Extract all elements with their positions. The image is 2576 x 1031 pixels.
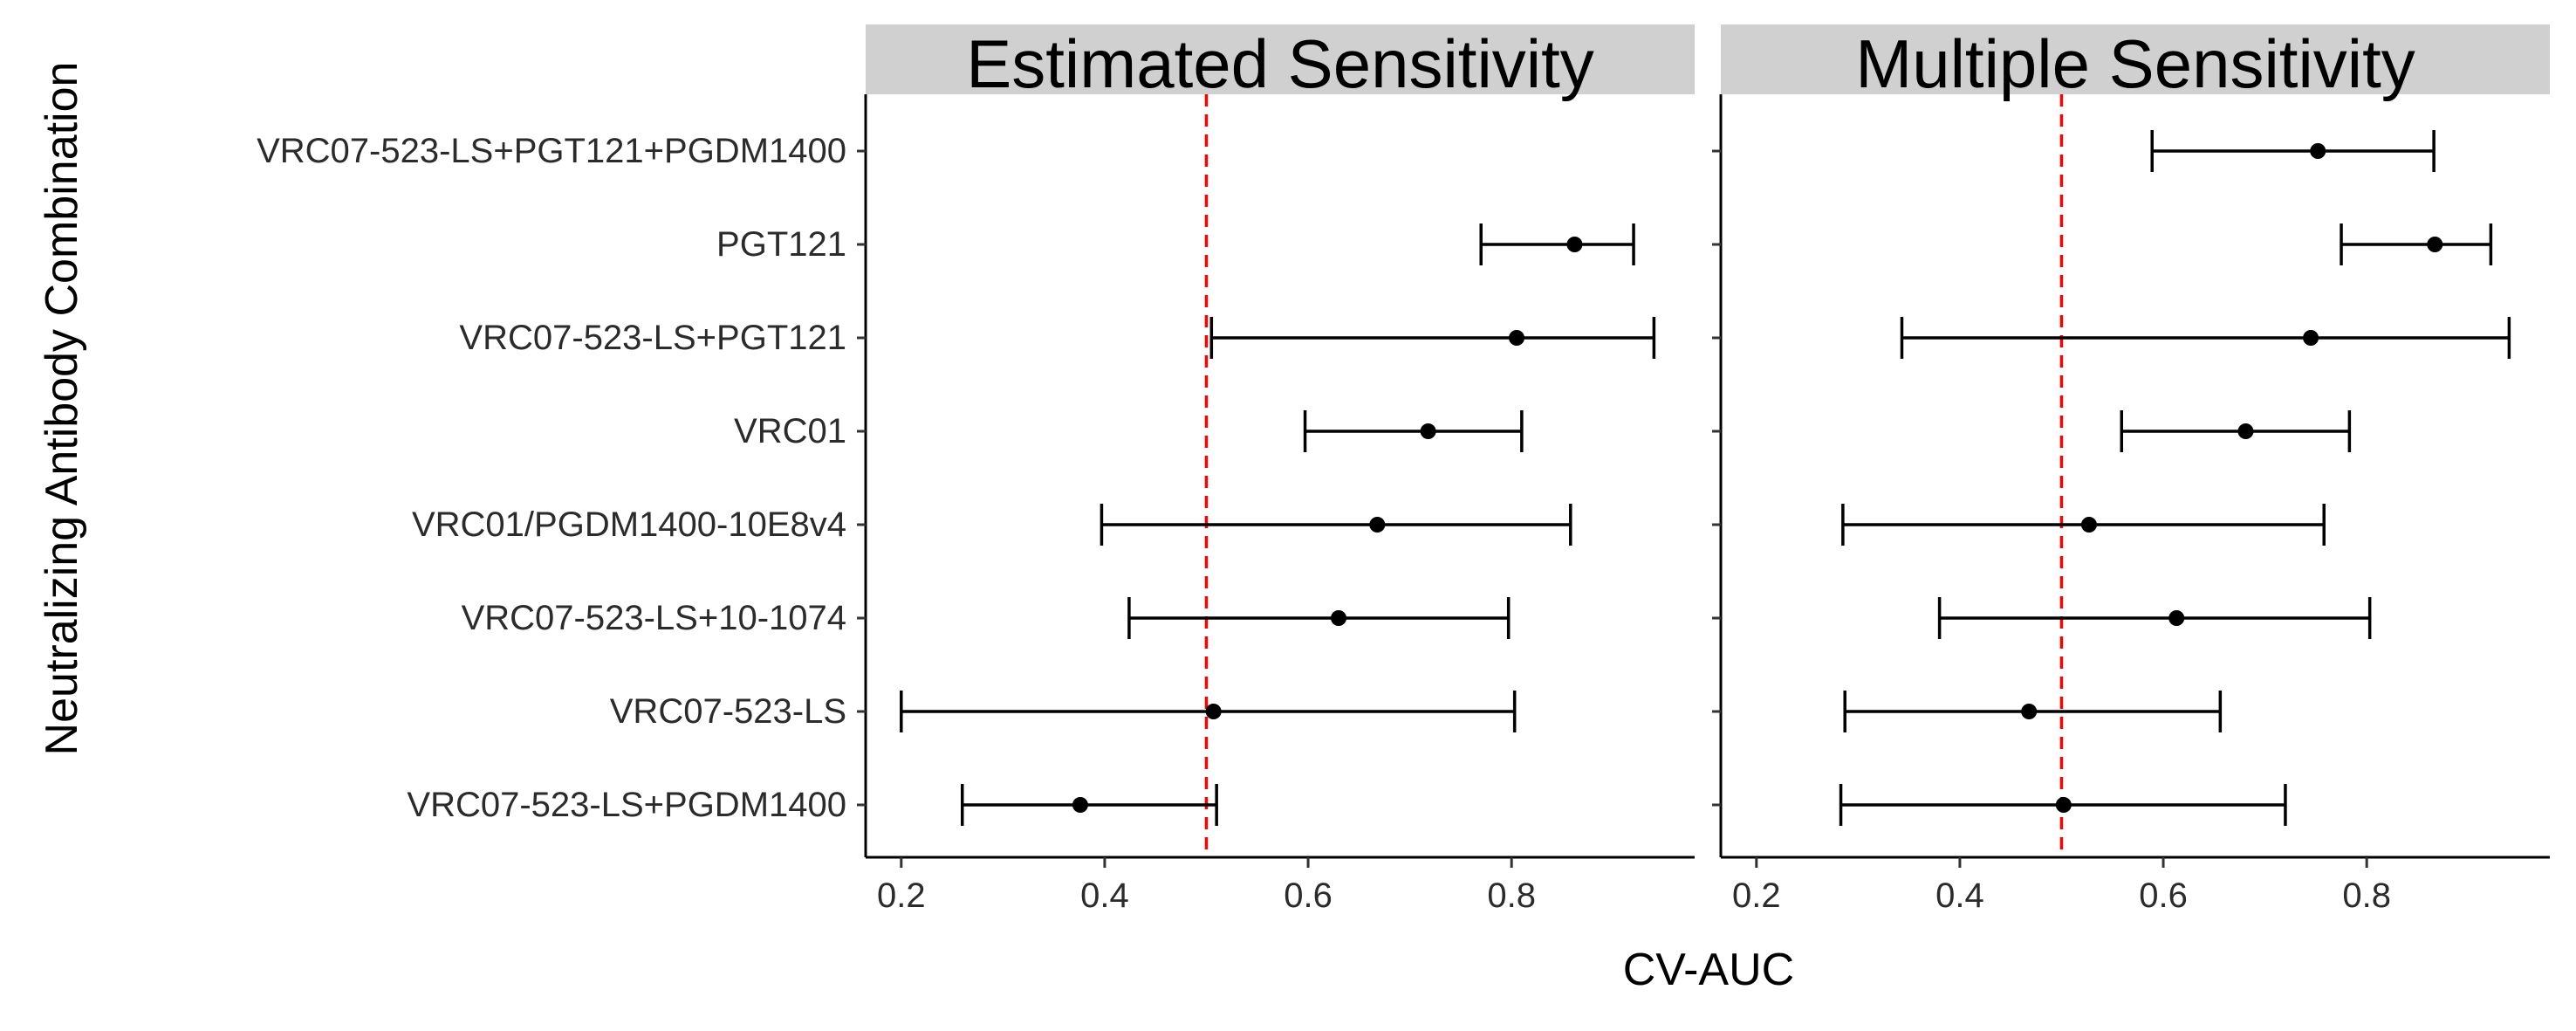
y-axis-title: Neutralizing Antibody Combination — [37, 62, 87, 756]
panel-strip — [866, 24, 1695, 94]
estimate-point — [1072, 797, 1088, 813]
y-tick-label: VRC07-523-LS+PGT121+PGDM1400 — [257, 132, 846, 170]
estimate-point — [2237, 423, 2254, 439]
estimate-point — [2168, 610, 2185, 626]
x-tick-label: 0.2 — [877, 876, 926, 915]
x-tick-label: 0.4 — [1935, 876, 1984, 915]
y-tick-label: VRC01 — [734, 412, 846, 450]
estimate-point — [1566, 237, 1583, 252]
estimate-point — [2055, 797, 2072, 813]
panel: Multiple Sensitivity 0.2 0.4 0.6 0.8 — [1712, 24, 2550, 915]
x-tick-label: 0.8 — [1487, 876, 1536, 915]
x-tick-label: 0.2 — [1732, 876, 1781, 915]
panel-title: Estimated Sensitivity — [966, 25, 1594, 102]
estimate-point — [2427, 237, 2443, 252]
y-tick-label: VRC07-523-LS — [610, 692, 846, 731]
y-tick-labels: VRC07-523-LS+PGT121+PGDM1400 PGT121 VRC07-… — [257, 132, 846, 824]
estimate-point — [1331, 610, 1347, 626]
estimate-point — [1369, 517, 1386, 533]
y-tick-label: PGT121 — [716, 225, 846, 264]
x-tick-label: 0.4 — [1080, 876, 1129, 915]
panel-title: Multiple Sensitivity — [1855, 25, 2415, 102]
estimate-point — [2303, 330, 2319, 346]
x-axis-title: CV-AUC — [1623, 945, 1794, 995]
estimate-point — [2080, 517, 2097, 533]
estimate-point — [1420, 423, 1436, 439]
y-tick-label: VRC07-523-LS+PGDM1400 — [407, 786, 846, 824]
estimate-point — [1205, 704, 1222, 719]
estimate-point — [2021, 704, 2038, 719]
x-tick-label: 0.6 — [2139, 876, 2188, 915]
x-tick-label: 0.8 — [2342, 876, 2391, 915]
y-tick-label: VRC07-523-LS+10-1074 — [462, 599, 846, 637]
estimate-point — [1509, 330, 1525, 346]
panel: Estimated Sensitivity 0.2 0.4 0.6 0.8 — [857, 24, 1695, 915]
y-tick-label: VRC07-523-LS+PGT121 — [459, 319, 846, 357]
estimate-point — [2310, 143, 2326, 159]
panel-strip — [1721, 24, 2550, 94]
x-tick-label: 0.6 — [1284, 876, 1333, 915]
y-tick-label: VRC01/PGDM1400-10E8v4 — [412, 505, 846, 544]
